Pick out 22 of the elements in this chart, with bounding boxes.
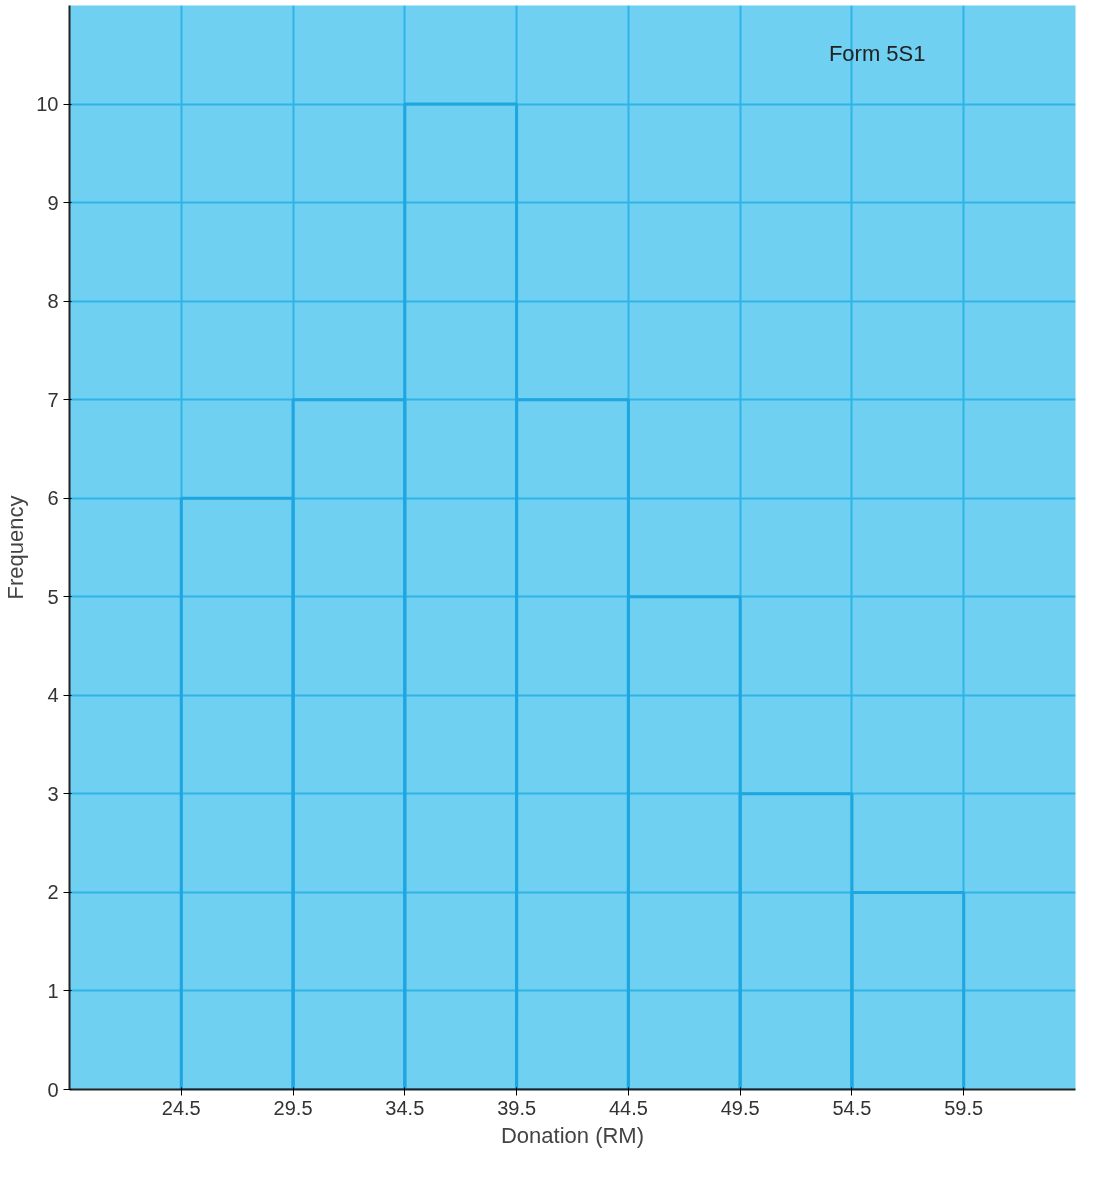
y-tick-label: 5 (47, 585, 59, 608)
x-tick-label: 29.5 (273, 1096, 313, 1119)
x-tick-label: 34.5 (385, 1096, 425, 1119)
x-tick-label: 49.5 (720, 1096, 760, 1119)
y-tick-label: 8 (47, 290, 59, 313)
x-tick-label: 54.5 (832, 1096, 872, 1119)
y-tick-label: 6 (47, 487, 59, 510)
y-tick-label: 2 (47, 881, 59, 904)
x-tick-label: 59.5 (944, 1096, 984, 1119)
y-axis-title: Frequency (3, 495, 29, 600)
y-tick-label: 0 (47, 1078, 59, 1101)
y-tick-label: 9 (47, 191, 59, 214)
y-tick-label: 7 (47, 388, 59, 411)
x-axis-title: Donation (RM) (500, 1122, 645, 1148)
y-tick-label: 4 (47, 684, 59, 707)
text: Form 5S1 (828, 40, 926, 66)
x-tick-label: 44.5 (608, 1096, 648, 1119)
y-tick-label: 3 (47, 782, 59, 805)
y-tick-label: 10 (36, 93, 59, 116)
x-tick-label: 24.5 (161, 1096, 201, 1119)
y-tick-label: 1 (47, 979, 59, 1002)
x-tick-label: 39.5 (497, 1096, 537, 1119)
